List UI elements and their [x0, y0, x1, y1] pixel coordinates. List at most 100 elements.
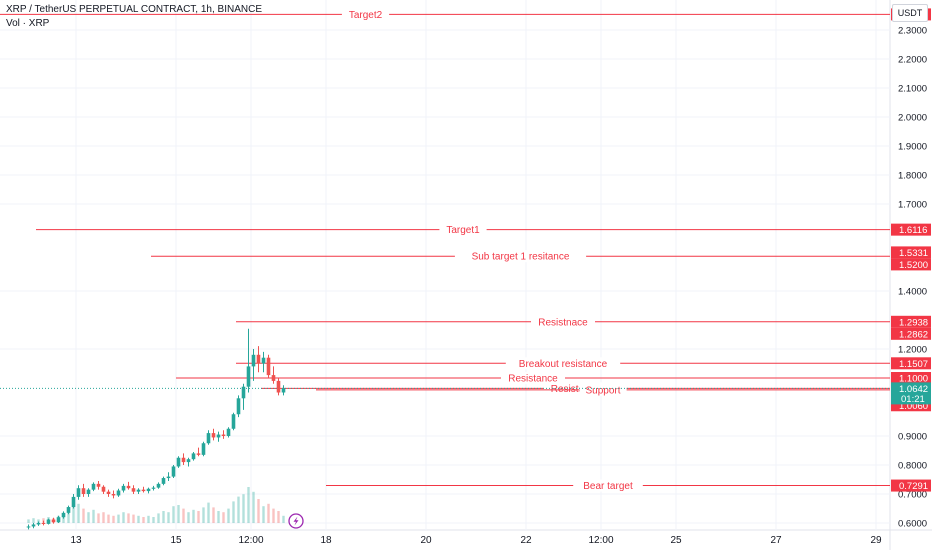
volume-bar	[157, 513, 160, 523]
level-price-tag-label: 1.5200	[899, 260, 928, 271]
volume-bar	[137, 515, 140, 523]
y-tick-label: 0.8000	[898, 461, 927, 472]
volume-bar	[32, 518, 35, 523]
level-label: Bear target	[583, 481, 633, 492]
currency-selector[interactable]: USDT	[892, 4, 928, 22]
price-axis[interactable]: 2.3000 2.2000 2.1000 2.0000 1.9000 1.8000 1.70…	[898, 26, 927, 530]
level-label: Sub target 1 resitance	[472, 252, 570, 263]
candle-body	[266, 357, 271, 376]
level-price-tag	[891, 246, 931, 259]
y-tick-label: 0.7000	[898, 490, 927, 501]
candle-body	[186, 459, 191, 463]
level-price-tag	[891, 479, 931, 492]
level-label: Resistance	[508, 374, 558, 385]
volume-bar	[87, 512, 90, 523]
volume-bar	[107, 514, 110, 523]
level-price-tag-label: 0.7291	[899, 481, 928, 492]
candle-body	[161, 478, 166, 484]
candle-body	[206, 433, 211, 444]
candle-body	[81, 488, 86, 494]
y-tick-label: 1.7000	[898, 200, 927, 211]
x-tick-label: 13	[70, 535, 82, 546]
x-tick-label: 12:00	[238, 535, 263, 546]
volume-bar	[77, 503, 80, 523]
candle-body	[121, 485, 126, 491]
level-label-bg	[501, 372, 565, 384]
candle-body	[146, 488, 151, 492]
x-tick-label: 27	[770, 535, 782, 546]
volume-bar	[277, 511, 280, 523]
candle-body	[236, 398, 241, 415]
candle-body	[261, 357, 266, 364]
y-tick-label: 2.0000	[898, 113, 927, 124]
candle-body	[246, 366, 251, 387]
volume-bar	[267, 503, 270, 523]
x-tick-label: 25	[670, 535, 682, 546]
volume-bar	[282, 515, 285, 523]
level-label-bg	[505, 357, 621, 370]
candle-body	[276, 380, 281, 393]
candle-body	[111, 494, 116, 496]
volume-bar	[172, 506, 175, 523]
candle-body	[116, 490, 121, 496]
volume-bar	[217, 511, 220, 523]
volume-bar	[27, 519, 30, 523]
level-price-tag-label: 1.1507	[899, 359, 928, 370]
level-price-tag-label: 1.6116	[899, 225, 927, 236]
current-price-label: 1.0642	[899, 384, 928, 395]
y-tick-label: 1.4000	[898, 287, 927, 298]
candle-body	[106, 491, 111, 494]
candle-body	[51, 519, 56, 523]
candle-body	[86, 489, 91, 494]
candle-body	[176, 457, 181, 467]
level-label-bg	[531, 315, 595, 328]
x-tick-label: 15	[170, 535, 182, 546]
candle-body	[271, 375, 276, 381]
candle-body	[231, 414, 236, 429]
volume-bar	[127, 513, 130, 523]
y-tick-label: 2.2000	[898, 55, 927, 66]
chart-title: XRP / TetherUS PERPETUAL CONTRACT, 1h, B…	[6, 4, 263, 15]
x-tick-label: 29	[870, 535, 882, 546]
volume-bar	[177, 505, 180, 523]
price-tags: 2.35381.61161.53311.52001.29381.28621.15…	[891, 8, 931, 492]
x-tick-label: 20	[420, 535, 432, 546]
level-label-bg	[573, 479, 643, 492]
volume-bar	[237, 496, 240, 523]
candle-body	[151, 487, 156, 489]
volume-bar	[142, 517, 145, 523]
y-tick-label: 1.2000	[898, 345, 927, 356]
level-price-tag-label: 1.0060	[899, 401, 928, 412]
level-price-tag-label: 1.1000	[899, 374, 928, 385]
level-label: Target1	[446, 225, 480, 236]
x-tick-label: 18	[320, 535, 332, 546]
level-price-tag	[891, 223, 931, 236]
volume-bar	[112, 515, 115, 523]
candle-body	[101, 486, 106, 492]
level-label-bg	[454, 250, 587, 263]
volume-bar	[272, 508, 275, 523]
candle-body	[281, 388, 286, 393]
level-lines: Target2 Target1 Sub target 1 resitance Resi…	[0, 8, 890, 492]
x-tick-label: 22	[520, 535, 532, 546]
volume-bar	[132, 514, 135, 523]
countdown-label: 01:21	[901, 394, 925, 405]
time-axis[interactable]: 13 15 12:00 18 20 22 12:00 25 27 29	[70, 535, 882, 546]
candle-body	[131, 488, 136, 492]
volume-bar	[162, 511, 165, 523]
volume-bar	[192, 509, 195, 523]
volume-bar	[227, 508, 230, 523]
candle-body	[171, 466, 176, 477]
level-price-tag-label: 1.2862	[899, 329, 928, 340]
lightning-icon[interactable]	[288, 513, 304, 529]
candle-body	[66, 507, 71, 513]
candle-body	[136, 489, 141, 492]
y-tick-label: 2.3000	[898, 26, 927, 37]
volume-bar	[67, 511, 70, 523]
volume-bar	[82, 508, 85, 523]
candle-body	[201, 443, 206, 455]
candle-body	[96, 483, 101, 487]
